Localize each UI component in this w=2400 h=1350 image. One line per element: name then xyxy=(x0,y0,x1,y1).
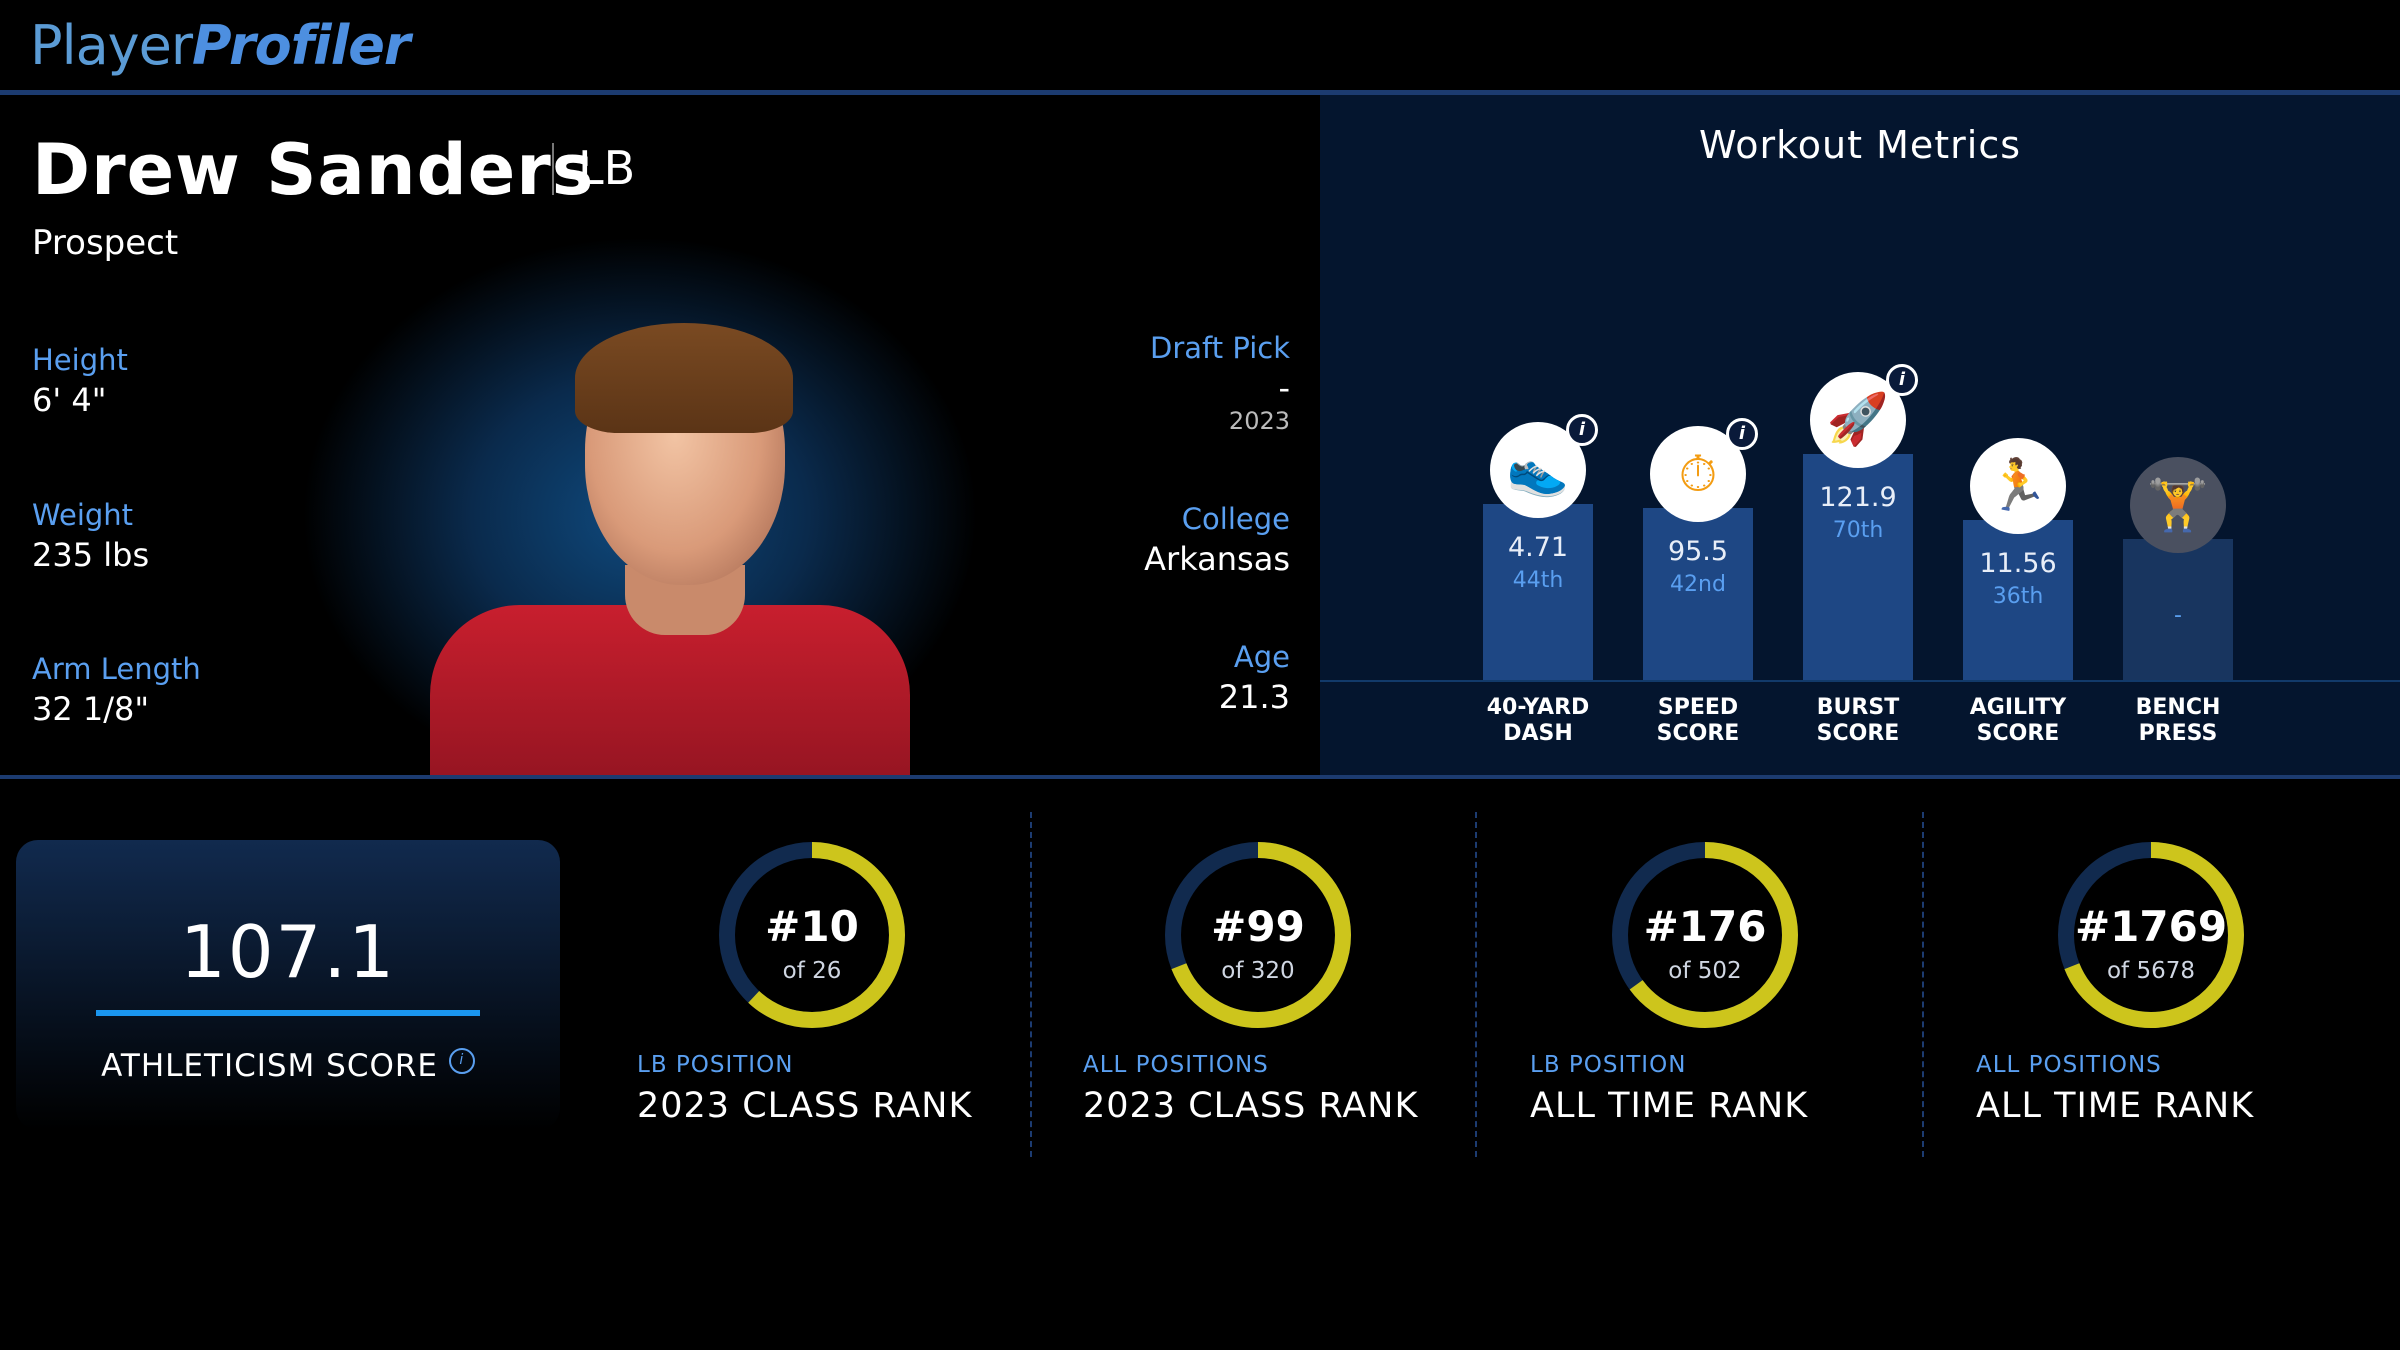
rank-total: of 502 xyxy=(1668,958,1742,984)
metric-label-line1: SPEED xyxy=(1657,695,1739,720)
age-label: Age xyxy=(1233,640,1290,674)
player-photo-hair xyxy=(575,323,793,433)
rank-divider xyxy=(1475,812,1477,1157)
info-icon[interactable]: i xyxy=(1726,418,1758,451)
metric-label-line2: SCORE xyxy=(1816,721,1900,746)
metric-value: 121.9 xyxy=(1819,481,1897,513)
info-icon[interactable]: i xyxy=(1566,414,1598,447)
name-separator xyxy=(552,143,554,195)
rank-divider xyxy=(1030,812,1032,1157)
logo-part-2: Profiler xyxy=(192,14,410,77)
metric-percentile: 42nd xyxy=(1670,572,1726,598)
rank-card: #1769 of 5678 ALL POSITIONS ALL TIME RANK xyxy=(1976,840,2396,1160)
rank-number: #1769 xyxy=(2074,902,2228,951)
player-profile-panel: Drew Sanders LB Prospect Height 6' 4" We… xyxy=(0,95,1320,775)
rank-scope: LB POSITION xyxy=(1530,1052,1687,1078)
header-divider xyxy=(0,90,2400,95)
rank-total: of 320 xyxy=(1221,958,1295,984)
metric-value: 11.56 xyxy=(1979,547,2057,579)
height-label: Height xyxy=(32,343,128,377)
runner-icon: 🏃 xyxy=(1970,437,2066,534)
metric-label-line2: PRESS xyxy=(2138,721,2218,746)
metric-label-line1: 40-YARD xyxy=(1486,695,1590,720)
metric-bar xyxy=(1803,453,1913,680)
rank-number: #176 xyxy=(1643,902,1767,951)
logo-part-1: Player xyxy=(30,14,193,77)
metric-label: BENCH PRESS xyxy=(2098,695,2258,747)
college-label: College xyxy=(1181,502,1290,536)
draft-pick-value: - xyxy=(1278,369,1290,407)
rank-title: 2023 CLASS RANK xyxy=(1083,1086,1419,1126)
rank-scope: ALL POSITIONS xyxy=(1083,1052,1269,1078)
rank-number: #99 xyxy=(1211,902,1305,951)
metric-label-line1: BENCH xyxy=(2135,695,2221,720)
age-value: 21.3 xyxy=(1218,678,1290,716)
rank-divider xyxy=(1922,812,1924,1157)
draft-pick-label: Draft Pick xyxy=(1150,331,1290,365)
athleticism-label-row: ATHLETICISM SCORE i xyxy=(16,1048,560,1084)
rank-card: #176 of 502 LB POSITION ALL TIME RANK xyxy=(1530,840,1950,1160)
arm-length-label: Arm Length xyxy=(32,652,201,686)
player-position: LB xyxy=(578,141,636,195)
rank-title: ALL TIME RANK xyxy=(1976,1086,2255,1126)
metric-bar xyxy=(1643,508,1753,680)
draft-year: 2023 xyxy=(1228,407,1290,435)
rank-scope: LB POSITION xyxy=(637,1052,794,1078)
metric-label: 40-YARD DASH xyxy=(1458,695,1618,747)
metric-percentile: 36th xyxy=(1992,583,2044,609)
section-divider xyxy=(0,775,2400,779)
rank-scope: ALL POSITIONS xyxy=(1976,1052,2162,1078)
rank-ring xyxy=(2058,842,2244,1028)
metric-label-line1: BURST xyxy=(1816,695,1900,720)
workout-metrics-panel: Workout Metrics 👟 i 4.71 44th 40-YARD DASH ⏱ i 9… xyxy=(1320,95,2400,775)
rank-card: #10 of 26 LB POSITION 2023 CLASS RANK xyxy=(637,840,1057,1160)
metric-percentile: 44th xyxy=(1512,568,1564,594)
rank-ring-progress xyxy=(2058,842,2244,1028)
athleticism-card: 107.1 ATHLETICISM SCORE i xyxy=(16,840,560,1130)
metric-label: BURST SCORE xyxy=(1778,695,1938,747)
rank-ring-progress xyxy=(719,842,905,1028)
info-icon[interactable]: i xyxy=(448,1048,475,1074)
rank-title: ALL TIME RANK xyxy=(1530,1086,1809,1126)
height-value: 6' 4" xyxy=(32,381,107,419)
athleticism-label: ATHLETICISM SCORE xyxy=(101,1048,439,1084)
player-status: Prospect xyxy=(32,223,179,263)
athleticism-score: 107.1 xyxy=(179,910,397,994)
metric-label-line1: AGILITY xyxy=(1969,695,2067,720)
info-icon[interactable]: i xyxy=(1886,363,1918,396)
workout-title: Workout Metrics xyxy=(1698,123,2022,167)
metric-percentile: - xyxy=(2174,603,2182,629)
bar-baseline xyxy=(1320,680,2400,682)
rank-total: of 5678 xyxy=(2106,958,2195,984)
arm-length-value: 32 1/8" xyxy=(32,690,150,728)
metric-value: 4.71 xyxy=(1507,532,1569,564)
metric-label-line2: DASH xyxy=(1503,721,1573,746)
college-value: Arkansas xyxy=(1144,540,1290,578)
top-bar: PlayerProfiler xyxy=(0,0,2400,92)
rank-total: of 26 xyxy=(782,958,842,984)
rank-number: #10 xyxy=(765,902,859,951)
rank-ring xyxy=(719,842,905,1028)
metric-label-line2: SCORE xyxy=(1976,721,2060,746)
metric-value: 95.5 xyxy=(1667,536,1729,568)
weight-value: 235 lbs xyxy=(32,536,150,574)
rank-ring xyxy=(1165,842,1351,1028)
rank-ring-progress xyxy=(1612,842,1798,1028)
metric-bar xyxy=(1483,504,1593,680)
metric-label: AGILITY SCORE xyxy=(1938,695,2098,747)
rank-ring-progress xyxy=(1165,842,1351,1028)
metric-label-line2: SCORE xyxy=(1656,721,1740,746)
metric-bar xyxy=(2123,539,2233,680)
metric-percentile: 70th xyxy=(1832,517,1884,543)
metric-label: SPEED SCORE xyxy=(1618,695,1778,747)
rank-title: 2023 CLASS RANK xyxy=(637,1086,973,1126)
athleticism-underline xyxy=(96,1010,480,1016)
player-name: Drew Sanders xyxy=(32,129,595,211)
metric-bar xyxy=(1963,519,2073,680)
rank-card: #99 of 320 ALL POSITIONS 2023 CLASS RANK xyxy=(1083,840,1503,1160)
weight-label: Weight xyxy=(32,498,134,532)
rank-ring xyxy=(1612,842,1798,1028)
dumbbell-icon: 🏋 xyxy=(2130,457,2226,554)
site-logo[interactable]: PlayerProfiler xyxy=(30,14,410,77)
